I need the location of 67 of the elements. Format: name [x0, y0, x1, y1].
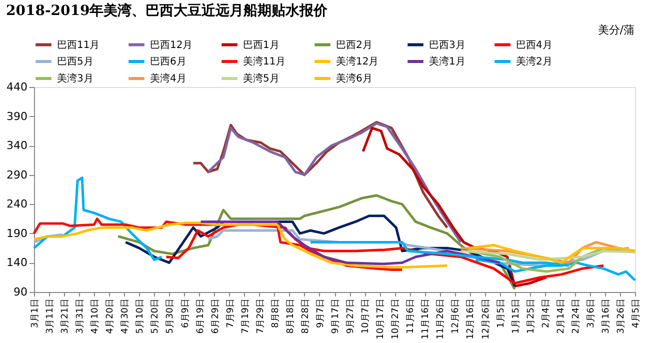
- x-tick-label: 8月18日: [286, 298, 296, 334]
- x-tick-label: 10月7日: [361, 298, 372, 334]
- y-tick-label: 240: [6, 198, 28, 211]
- legend-label: 美湾5月: [243, 72, 280, 84]
- legend-label: 美湾6月: [336, 72, 372, 84]
- x-tick-label: 12月16日: [466, 298, 476, 340]
- legend-label: 巴西6月: [150, 56, 186, 68]
- x-tick-label: 3月6日: [586, 298, 596, 328]
- x-tick-label: 9月7日: [316, 298, 326, 328]
- y-tick-label: 290: [6, 168, 28, 182]
- legend-label: 巴西2月: [336, 40, 372, 51]
- x-tick-label: 10月27日: [391, 298, 402, 340]
- x-tick-label: 7月19日: [240, 298, 251, 334]
- y-tick-label: 190: [6, 226, 28, 240]
- x-tick-label: 5月20日: [150, 298, 161, 334]
- x-tick-label: 4月5日: [632, 298, 642, 328]
- x-tick-label: 2月24日: [571, 298, 582, 334]
- legend-label: 巴西1月: [243, 40, 280, 51]
- x-tick-label: 6月19日: [196, 298, 206, 334]
- legend-label: 美湾2月: [516, 56, 552, 68]
- x-tick-label: 3月1日: [30, 298, 40, 328]
- legend-label: 巴西12月: [150, 40, 193, 51]
- y-axis-title: 美分/蒲: [598, 24, 634, 36]
- x-tick-label: 11月16日: [421, 298, 432, 340]
- x-tick-label: 10月17日: [376, 298, 386, 340]
- x-tick-label: 4月30日: [120, 298, 131, 334]
- x-tick-label: 3月21日: [60, 298, 71, 334]
- x-tick-label: 11月26日: [436, 298, 446, 340]
- x-tick-label: 12月26日: [481, 298, 492, 340]
- y-tick-label: 90: [14, 286, 28, 298]
- legend-label: 巴西3月: [429, 40, 466, 51]
- legend-label: 美湾1月: [429, 56, 466, 68]
- legend-label: 美湾3月: [57, 72, 94, 84]
- x-tick-label: 5月30日: [166, 298, 176, 334]
- x-tick-label: 4月20日: [106, 298, 116, 334]
- legend-label: 巴西11月: [57, 40, 100, 51]
- x-tick-label: 1月5日: [496, 298, 506, 328]
- x-tick-label: 3月31日: [76, 298, 86, 334]
- x-tick-label: 6月29日: [210, 298, 221, 334]
- x-tick-label: 6月9日: [180, 298, 191, 328]
- x-tick-label: 9月17日: [331, 298, 341, 334]
- x-tick-label: 5月10日: [136, 298, 146, 334]
- x-tick-label: 11月6日: [406, 298, 416, 334]
- x-tick-label: 9月27日: [346, 298, 356, 334]
- chart-title: 2018-2019年美湾、巴西大豆近远月船期贴水报价: [6, 2, 329, 19]
- x-tick-label: 3月16日: [601, 298, 612, 334]
- y-tick-label: 140: [6, 256, 28, 270]
- legend-label: 美湾11月: [243, 56, 286, 68]
- x-tick-label: 8月8日: [270, 298, 281, 328]
- legend-label: 巴西5月: [57, 56, 94, 68]
- y-tick-label: 440: [6, 80, 28, 94]
- x-tick-label: 1月15日: [511, 298, 522, 334]
- x-tick-label: 12月6日: [451, 298, 462, 334]
- x-tick-label: 2月14日: [556, 298, 566, 334]
- x-tick-label: 7月9日: [226, 298, 236, 328]
- x-tick-label: 4月10日: [90, 298, 101, 334]
- legend-label: 美湾12月: [336, 56, 379, 68]
- legend-label: 巴西4月: [516, 40, 552, 51]
- x-tick-label: 2月4日: [541, 298, 552, 328]
- x-tick-label: 1月25日: [526, 298, 536, 334]
- x-tick-label: 3月11日: [46, 298, 56, 334]
- x-tick-label: 7月29日: [256, 298, 266, 334]
- y-tick-label: 340: [6, 139, 28, 152]
- legend-label: 美湾4月: [150, 72, 186, 84]
- y-tick-label: 390: [6, 110, 28, 123]
- x-tick-label: 8月28日: [300, 298, 311, 334]
- x-tick-label: 3月26日: [616, 298, 626, 334]
